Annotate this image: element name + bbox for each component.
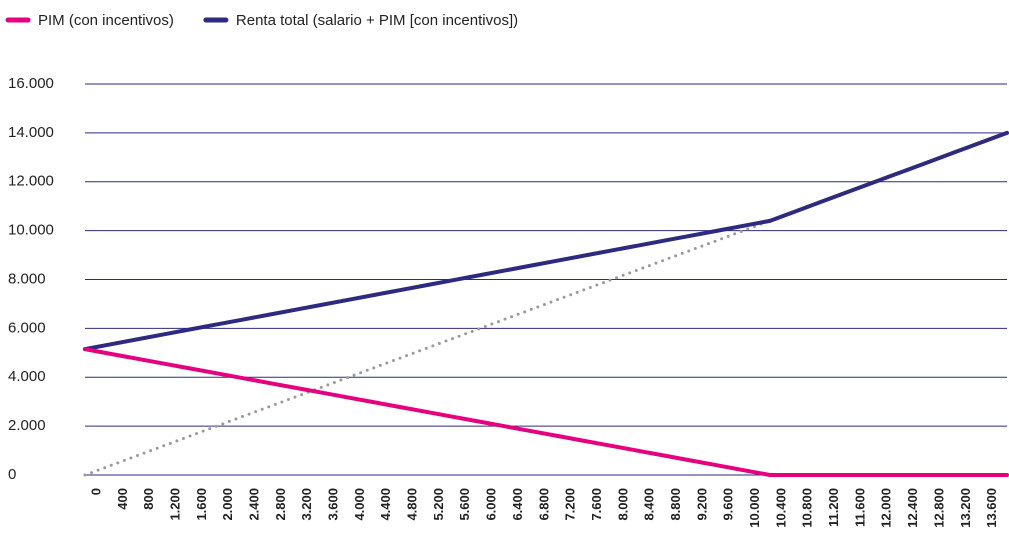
x-tick-label: 1.600 xyxy=(194,488,209,521)
x-tick-label: 4.000 xyxy=(352,488,367,521)
y-tick-label: 6.000 xyxy=(8,319,46,336)
y-tick-label: 12.000 xyxy=(8,173,54,190)
x-tick-label: 11.600 xyxy=(852,488,867,527)
y-tick-label: 16.000 xyxy=(8,75,54,92)
legend-label: Renta total (salario + PIM [con incentiv… xyxy=(236,12,518,29)
x-tick-label: 8.800 xyxy=(668,488,683,521)
x-tick-label: 13.200 xyxy=(958,488,973,528)
x-tick-label: 9.200 xyxy=(694,488,709,521)
x-tick-label: 2.000 xyxy=(220,488,235,521)
x-tick-label: 10.800 xyxy=(800,488,815,528)
y-tick-label: 10.000 xyxy=(8,222,54,239)
x-tick-label: 800 xyxy=(141,488,156,510)
x-tick-label: 6.000 xyxy=(484,488,499,521)
x-tick-label: 10.000 xyxy=(747,488,762,528)
x-tick-label: 10.400 xyxy=(773,488,788,528)
x-tick-label: 2.800 xyxy=(273,488,288,521)
x-tick-label: 4.400 xyxy=(378,488,393,521)
series-line xyxy=(83,130,1009,352)
y-tick-label: 2.000 xyxy=(8,417,46,434)
x-tick-label: 6.400 xyxy=(510,488,525,521)
x-tick-label: 13.600 xyxy=(984,488,999,528)
x-tick-label: 5.200 xyxy=(431,488,446,521)
y-tick-label: 8.000 xyxy=(8,270,46,287)
x-tick-label: 5.600 xyxy=(457,488,472,521)
x-tick-label: 0 xyxy=(88,488,103,495)
x-tick-label: 400 xyxy=(115,488,130,510)
y-tick-label: 14.000 xyxy=(8,124,54,141)
x-tick-label: 12.400 xyxy=(905,488,920,528)
y-tick-label: 4.000 xyxy=(8,368,46,385)
legend-label: PIM (con incentivos) xyxy=(38,12,174,29)
x-tick-label: 4.800 xyxy=(405,488,420,521)
x-tick-label: 2.400 xyxy=(246,488,261,521)
x-tick-label: 9.600 xyxy=(721,488,736,521)
x-tick-label: 1.200 xyxy=(167,488,182,521)
x-tick-label: 7.200 xyxy=(563,488,578,521)
x-tick-label: 8.000 xyxy=(615,488,630,521)
y-tick-label: 0 xyxy=(8,466,16,483)
x-tick-label: 8.400 xyxy=(642,488,657,521)
x-tick-label: 11.200 xyxy=(826,488,841,527)
x-tick-label: 3.600 xyxy=(326,488,341,521)
x-tick-label: 6.800 xyxy=(536,488,551,521)
x-tick-label: 7.600 xyxy=(589,488,604,521)
x-tick-label: 12.000 xyxy=(879,488,894,528)
x-tick-label: 12.800 xyxy=(931,488,946,528)
x-tick-label: 3.200 xyxy=(299,488,314,521)
series-line xyxy=(83,347,1009,477)
